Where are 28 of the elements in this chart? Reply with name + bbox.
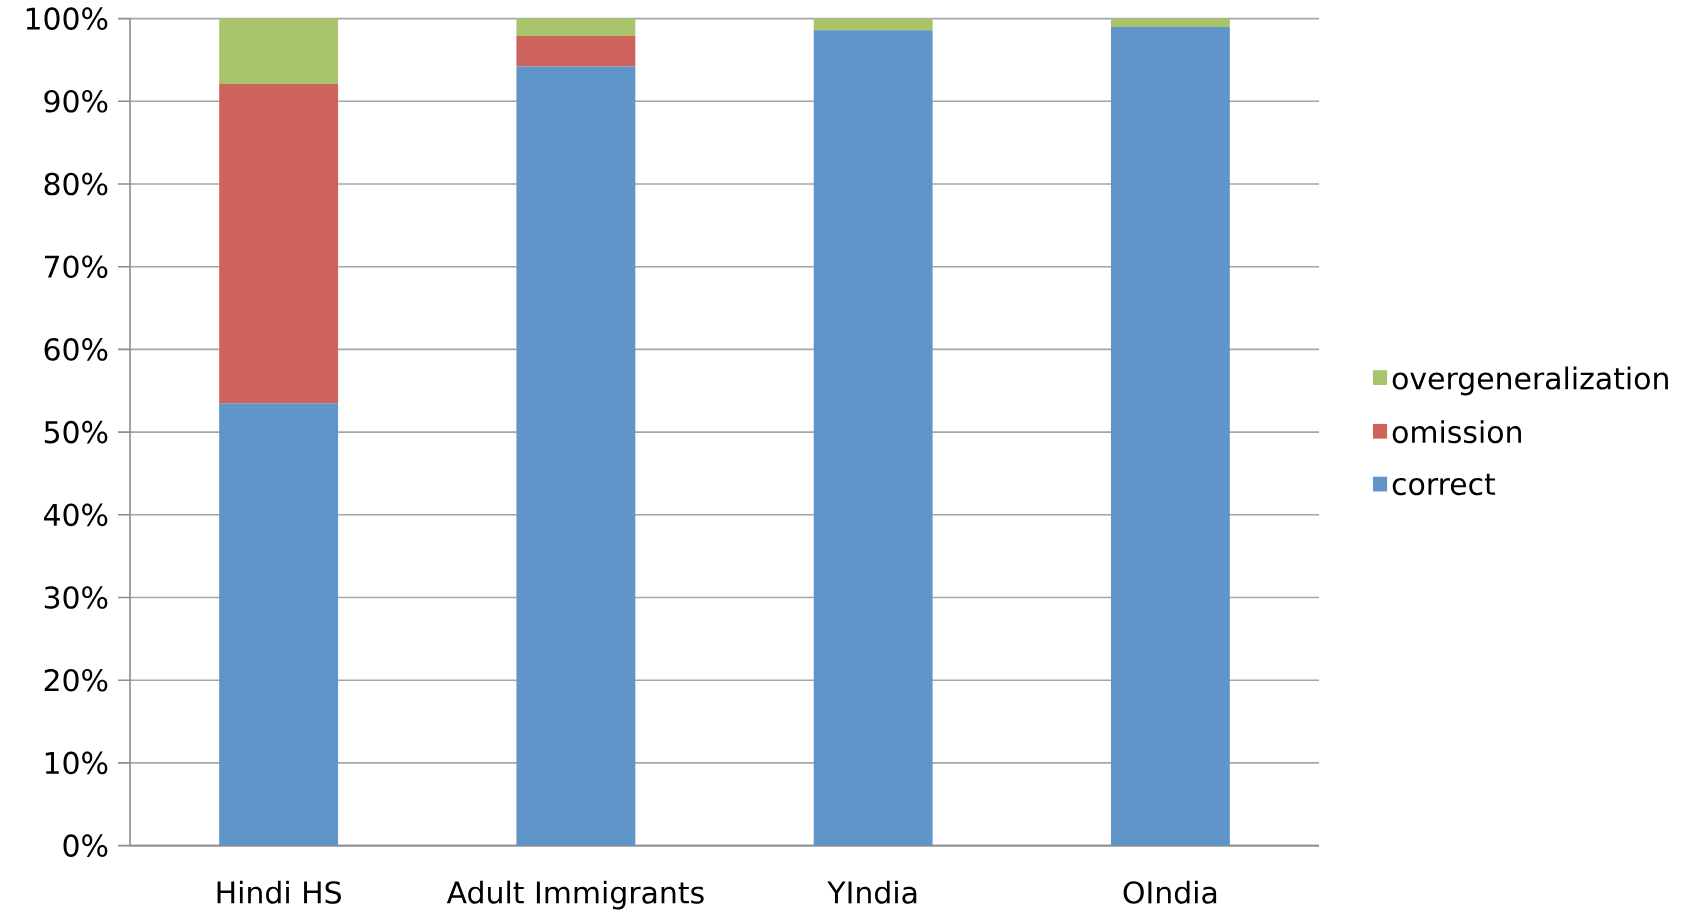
x-tick-label: OIndia — [1123, 880, 1217, 904]
y-tick-label: 0% — [63, 834, 108, 857]
bar — [516, 35, 636, 67]
bar — [1110, 26, 1230, 846]
y-tick-label: 50% — [44, 420, 108, 444]
legend-label: omission — [1392, 420, 1521, 444]
y-tick-label: 80% — [44, 172, 108, 196]
y-tick-label: 70% — [44, 255, 108, 279]
bar — [219, 83, 339, 404]
x-tick-label: Hindi HS — [217, 880, 341, 904]
bar — [516, 18, 636, 36]
y-tick-label: 90% — [44, 90, 108, 113]
bar — [219, 18, 339, 84]
legend-label: overgeneralization — [1392, 366, 1668, 396]
y-tick-label: 60% — [44, 338, 108, 361]
y-tick-label: 30% — [44, 586, 108, 609]
bar — [1110, 18, 1230, 27]
legend-label: correct — [1392, 473, 1496, 496]
y-tick-label: 100% — [26, 7, 108, 30]
y-tick-label: 20% — [44, 668, 108, 692]
bar — [516, 66, 636, 846]
bar — [219, 403, 339, 846]
bar — [813, 30, 933, 846]
x-tick-label: Adult Immigrants — [446, 880, 704, 910]
y-tick-label: 10% — [45, 751, 108, 775]
x-tick-label: YIndia — [827, 880, 917, 904]
bar — [813, 18, 933, 31]
y-tick-label: 40% — [44, 503, 108, 527]
